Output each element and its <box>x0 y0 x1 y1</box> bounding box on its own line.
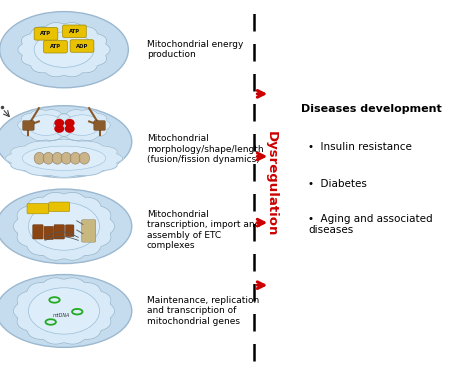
Ellipse shape <box>43 152 54 164</box>
Ellipse shape <box>61 152 72 164</box>
Text: •  Insulin resistance: • Insulin resistance <box>308 142 412 152</box>
Ellipse shape <box>34 32 94 67</box>
Circle shape <box>65 125 74 132</box>
Text: ADP: ADP <box>76 43 88 49</box>
Polygon shape <box>54 110 110 141</box>
FancyBboxPatch shape <box>34 28 58 40</box>
Ellipse shape <box>64 115 100 135</box>
Ellipse shape <box>0 11 128 88</box>
Polygon shape <box>18 22 110 77</box>
Circle shape <box>55 120 64 126</box>
Ellipse shape <box>52 152 63 164</box>
FancyBboxPatch shape <box>44 40 67 53</box>
FancyBboxPatch shape <box>94 121 105 130</box>
Ellipse shape <box>79 152 90 164</box>
Text: Dysregulation: Dysregulation <box>264 131 278 237</box>
Circle shape <box>55 125 64 132</box>
Circle shape <box>65 120 74 126</box>
Text: mtDNA: mtDNA <box>53 313 70 318</box>
FancyBboxPatch shape <box>82 220 96 242</box>
Polygon shape <box>5 139 123 177</box>
Ellipse shape <box>34 152 45 164</box>
Ellipse shape <box>0 275 132 347</box>
Ellipse shape <box>22 146 106 170</box>
FancyBboxPatch shape <box>63 25 86 38</box>
Polygon shape <box>13 278 115 344</box>
Text: Mitochondrial
transcription, import and
assembly of ETC
complexes: Mitochondrial transcription, import and … <box>147 210 260 250</box>
FancyBboxPatch shape <box>65 225 74 237</box>
Text: •  Aging and associated
diseases: • Aging and associated diseases <box>308 214 433 235</box>
Text: Mitochondrial energy
production: Mitochondrial energy production <box>147 40 243 59</box>
Ellipse shape <box>0 189 132 263</box>
Ellipse shape <box>0 106 132 178</box>
Text: Maintenance, replication
and transcription of
mitochondrial genes: Maintenance, replication and transcripti… <box>147 296 259 326</box>
FancyBboxPatch shape <box>27 204 49 214</box>
FancyBboxPatch shape <box>44 226 54 240</box>
Ellipse shape <box>28 288 100 334</box>
Text: Diseases development: Diseases development <box>301 103 442 114</box>
Text: Mitochondrial
morphology/shape/length
(fusion/fission dynamics): Mitochondrial morphology/shape/length (f… <box>147 134 264 164</box>
Polygon shape <box>18 110 74 141</box>
Polygon shape <box>13 192 115 260</box>
Text: ATP: ATP <box>50 44 61 49</box>
Ellipse shape <box>28 202 100 250</box>
FancyBboxPatch shape <box>33 224 43 239</box>
FancyBboxPatch shape <box>70 40 94 52</box>
Ellipse shape <box>28 115 64 135</box>
Text: ATP: ATP <box>40 31 52 36</box>
Text: ATP: ATP <box>69 29 80 34</box>
FancyBboxPatch shape <box>23 121 34 130</box>
FancyBboxPatch shape <box>49 202 70 212</box>
Text: •  Diabetes: • Diabetes <box>308 179 367 189</box>
Ellipse shape <box>70 152 81 164</box>
FancyBboxPatch shape <box>54 224 64 239</box>
